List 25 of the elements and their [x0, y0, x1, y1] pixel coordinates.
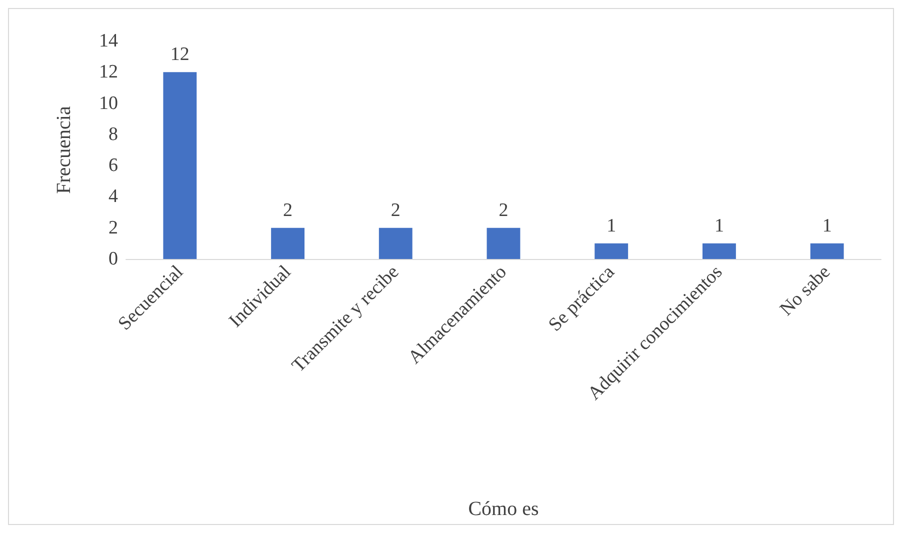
bar: [702, 243, 736, 259]
y-axis-title: Frecuencia: [53, 106, 75, 194]
data-label: 1: [606, 215, 616, 236]
y-tick-label: 8: [108, 124, 118, 145]
y-tick-label: 2: [108, 217, 118, 238]
data-label: 2: [283, 200, 293, 221]
y-tick-label: 0: [108, 248, 118, 270]
bar: [271, 228, 305, 259]
data-label: 2: [390, 200, 400, 221]
bar: [594, 243, 628, 259]
data-label: 1: [714, 215, 724, 236]
data-label: 1: [822, 215, 832, 236]
y-tick-label: 6: [108, 155, 118, 176]
bar: [163, 72, 197, 259]
y-tick-label: 14: [99, 30, 118, 52]
bar: [810, 243, 844, 259]
data-label: 12: [170, 44, 190, 66]
bar: [486, 228, 520, 259]
data-label: 2: [498, 200, 508, 221]
bar: [378, 228, 412, 259]
y-tick-label: 4: [108, 186, 118, 208]
x-tick-label: No sabe: [776, 262, 834, 320]
y-tick-label: 10: [99, 92, 118, 114]
x-axis-title: Cómo es: [468, 498, 539, 520]
y-tick-label: 12: [99, 62, 118, 83]
